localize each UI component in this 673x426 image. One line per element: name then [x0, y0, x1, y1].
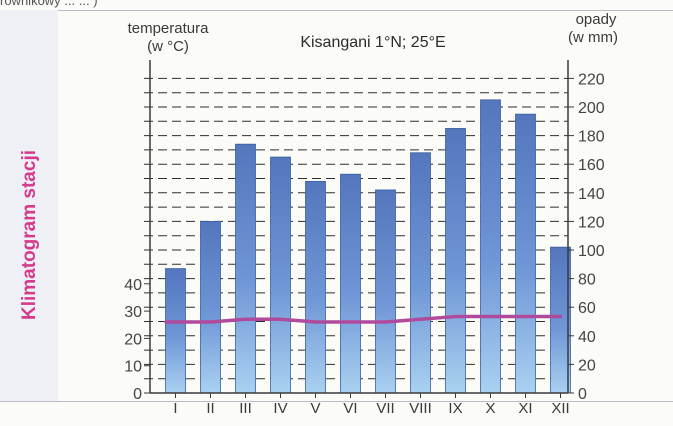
- right-axis-title-line2: (w mm): [568, 29, 618, 46]
- precipitation-bar: [515, 113, 536, 394]
- x-tick-label: X: [485, 400, 495, 417]
- precipitation-bar: [340, 173, 361, 394]
- right-tick-label: 0: [578, 386, 587, 403]
- left-tick-label: 20: [124, 331, 142, 348]
- right-tick-label: 120: [578, 214, 605, 231]
- left-axis-title-line2: (w °C): [147, 38, 189, 55]
- temperature-line: [164, 314, 563, 324]
- precipitation-bar: [480, 99, 501, 394]
- x-tick-label: VIII: [409, 400, 432, 417]
- bottom-divider: [0, 401, 673, 402]
- chart-title: Kisangani 1°N; 25°E: [300, 34, 445, 51]
- page-fragment-text: równikowy ... ... ): [0, 0, 98, 8]
- left-tick-label: 30: [124, 304, 142, 321]
- right-tick-label: 60: [578, 300, 596, 317]
- right-tick-label: 140: [578, 186, 605, 203]
- precipitation-bar: [270, 156, 291, 394]
- right-tick-label: 40: [578, 329, 596, 346]
- x-tick-label: IV: [273, 400, 287, 417]
- right-tick-label: 180: [578, 129, 605, 146]
- precipitation-bar: [375, 189, 396, 394]
- x-tick-label: XII: [551, 400, 569, 417]
- right-tick-label: 220: [578, 71, 605, 88]
- x-tick-label: IX: [448, 400, 462, 417]
- x-tick-label: II: [206, 400, 214, 417]
- x-tick-label: III: [239, 400, 252, 417]
- right-tick-label: 100: [578, 243, 605, 260]
- precipitation-bar: [410, 152, 431, 394]
- right-tick-label: 80: [578, 272, 596, 289]
- right-axis-title-line1: opady: [576, 11, 617, 28]
- right-tick-label: 200: [578, 100, 605, 117]
- x-tick-label: XI: [518, 400, 532, 417]
- x-tick-label: I: [173, 400, 177, 417]
- side-panel: Klimatogram stacji: [0, 10, 58, 402]
- top-divider: [0, 10, 673, 11]
- x-tick-label: VII: [376, 400, 394, 417]
- left-tick-label: 40: [124, 277, 142, 294]
- left-tick-label: 10: [124, 359, 142, 376]
- precipitation-bar: [305, 180, 326, 394]
- x-tick-label: V: [310, 400, 320, 417]
- x-tick-label: VI: [343, 400, 357, 417]
- right-tick-label: 20: [578, 357, 596, 374]
- precipitation-bar: [445, 128, 466, 394]
- left-tick-label: 0: [133, 386, 142, 403]
- precipitation-bar: [235, 143, 256, 394]
- precipitation-bar: [165, 268, 186, 394]
- left-axis-title-line1: temperatura: [128, 20, 210, 37]
- right-tick-label: 160: [578, 157, 605, 174]
- precipitation-bar: [200, 220, 221, 394]
